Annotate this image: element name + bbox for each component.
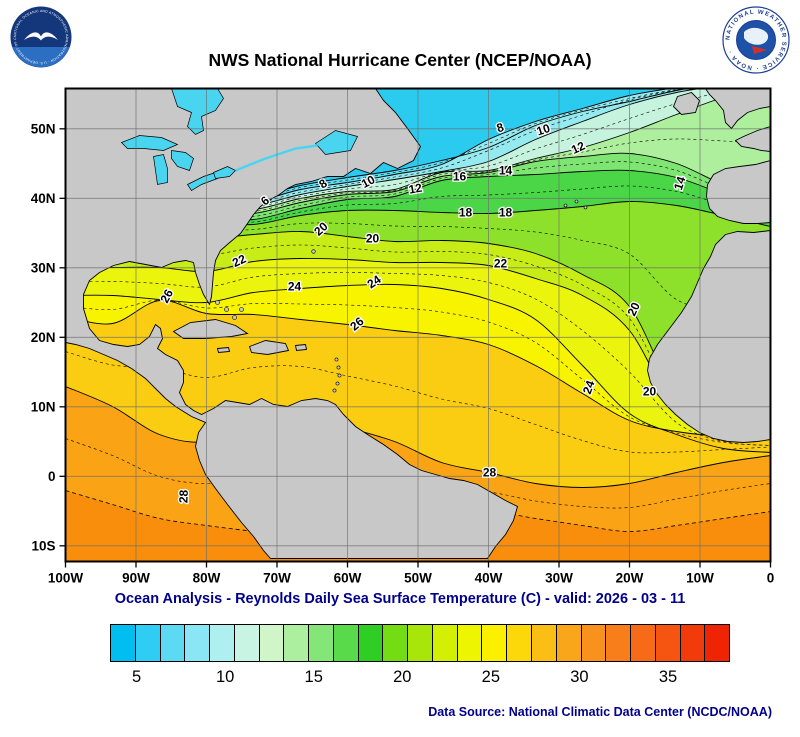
colorbar-cell [358, 625, 384, 661]
lat-axis-label: 20N [31, 330, 56, 345]
colorbar-tick-label: 15 [304, 668, 323, 686]
colorbar-cell [408, 625, 433, 661]
data-source: Data Source: National Climatic Data Cent… [428, 705, 772, 719]
colorbar-cell [432, 625, 458, 661]
land-layer [65, 88, 771, 559]
lon-axis-label: 30W [545, 571, 573, 586]
contour-label: 14 [671, 174, 689, 191]
colorbar-cell [631, 625, 656, 661]
lon-axis-label: 60W [334, 571, 362, 586]
colorbar-cell [482, 625, 508, 661]
lat-axis-label: 50N [31, 121, 56, 136]
colorbar-cell [581, 625, 607, 661]
colorbar-cell [507, 625, 533, 661]
colorbar-cell [556, 625, 582, 661]
contour-label: 18 [499, 206, 513, 220]
axes-layer: 100W 90W 80W 70W 60W 50W 40W 30W 20W 10W 0 50N 40N 30… [31, 87, 775, 586]
colorbar-cell [532, 625, 557, 661]
colorbar-cell [705, 625, 730, 661]
lat-axis-label: 10S [31, 538, 55, 553]
lat-axis-label: 0 [48, 469, 56, 484]
colorbar-tick-label: 35 [658, 668, 678, 686]
contour-label: 22 [494, 257, 508, 271]
noaa-logo-sea [12, 47, 70, 68]
contour-label: 18 [459, 206, 473, 220]
colorbar-cell [284, 625, 310, 661]
colorbar-cell [655, 625, 681, 661]
nws-red-flag-icon [752, 46, 767, 54]
colorbar-cell [680, 625, 706, 661]
lon-axis-label: 90W [122, 571, 150, 586]
nws-globe-land [744, 27, 769, 45]
contour-label: 28 [483, 466, 497, 480]
contour-label: 24 [288, 280, 302, 294]
lon-axis-label: 40W [475, 571, 503, 586]
contour-label: 28 [176, 489, 190, 503]
contour-label: 20 [643, 385, 657, 399]
nws-logo: NATIONAL WEATHER SERVICE · NOAA · [722, 6, 790, 74]
lon-axis-label: 50W [404, 571, 432, 586]
lon-axis-label: 20W [616, 571, 644, 586]
contour-label: 12 [408, 181, 424, 197]
lat-axis-label: 10N [31, 399, 56, 414]
colorbar-cell [210, 625, 235, 661]
noaa-gull-icon [24, 32, 58, 41]
colorbar-cell [160, 625, 186, 661]
lon-axis-label: 0 [767, 571, 775, 586]
colorbar [110, 624, 730, 662]
colorbar-cell [457, 625, 483, 661]
colorbar-tick-label: 5 [131, 668, 142, 686]
colorbar-cell [234, 625, 260, 661]
lon-axis-label: 80W [193, 571, 221, 586]
colorbar-cell [383, 625, 409, 661]
colorbar-cell [135, 625, 161, 661]
contour-label: 16 [453, 170, 467, 184]
colorbar-cell [333, 625, 359, 661]
colorbar-cell [309, 625, 334, 661]
colorbar-cell [259, 625, 285, 661]
lat-axis-label: 30N [31, 260, 56, 275]
colorbar-labels: 5 10 15 20 25 30 35 [110, 668, 730, 690]
lon-axis-label: 100W [48, 571, 84, 586]
colorbar-tick-label: 10 [215, 668, 235, 686]
colorbar-tick-label: 25 [481, 668, 501, 686]
colorbar-tick-label: 20 [393, 668, 412, 686]
lat-axis-label: 40N [31, 191, 56, 206]
contour-label: 10 [535, 121, 552, 139]
contour-label: 14 [499, 164, 513, 178]
colorbar-tick-label: 30 [570, 668, 589, 686]
noaa-logo: NATIONAL OCEANIC AND ATMOSPHERIC ADMINIS… [10, 6, 72, 68]
lon-axis-label: 10W [686, 571, 714, 586]
grid-layer [65, 88, 771, 562]
page-title: NWS National Hurricane Center (NCEP/NOAA… [208, 50, 592, 70]
caption: Ocean Analysis - Reynolds Daily Sea Surf… [114, 591, 686, 607]
colorbar-cell [185, 625, 211, 661]
contour-label: 20 [366, 232, 380, 246]
lon-axis-label: 70W [263, 571, 291, 586]
colorbar-cell [606, 625, 632, 661]
colorbar-cell [111, 625, 136, 661]
contour-label: 24 [580, 378, 598, 396]
